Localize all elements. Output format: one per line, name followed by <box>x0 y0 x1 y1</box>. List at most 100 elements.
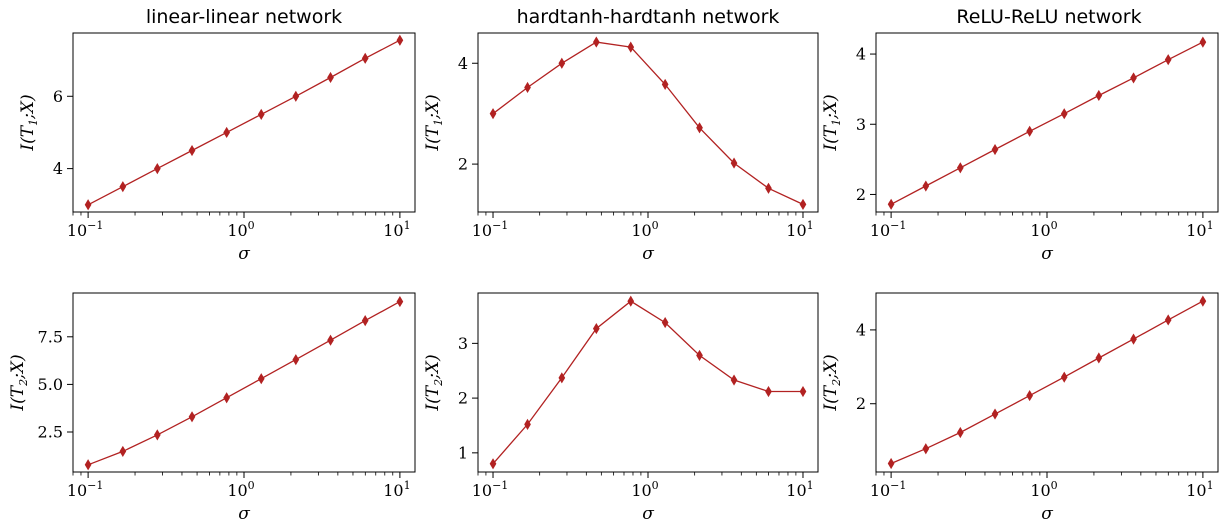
data-point <box>1026 125 1034 137</box>
x-tick-label: 10−1 <box>472 219 509 240</box>
svg-text:hardtanh-hardtanh network: hardtanh-hardtanh network <box>517 6 780 28</box>
data-point <box>991 408 999 420</box>
subplot-2: 10−1 100 101 σ 2 4 I(T1;X) <box>423 32 819 264</box>
data-point <box>396 34 404 46</box>
data-point <box>1130 72 1137 84</box>
data-point <box>84 459 92 471</box>
data-point <box>327 334 334 346</box>
series-line <box>890 300 1204 465</box>
x-tick-label: 101 <box>383 219 410 240</box>
data-point <box>1164 314 1172 326</box>
x-tick-label: 100 <box>227 219 254 240</box>
data-point <box>1095 89 1103 102</box>
y-axis-label: I(T1;X) <box>423 94 445 151</box>
series-line <box>890 41 1204 205</box>
axes-frame <box>477 292 819 473</box>
x-tick-label: 100 <box>631 219 658 240</box>
data-point <box>1060 371 1068 383</box>
x-tick-label: 100 <box>227 479 254 500</box>
data-point <box>292 90 300 102</box>
y-axis-label: I(T1;X) <box>821 94 843 151</box>
data-point <box>558 57 566 69</box>
data-point <box>991 143 999 156</box>
series-line <box>492 41 804 205</box>
y-tick-label: 4 <box>856 45 866 64</box>
data-point <box>361 315 369 327</box>
svg-text:ReLU-ReLU network: ReLU-ReLU network <box>956 6 1141 28</box>
x-tick-label: 10−1 <box>870 479 907 500</box>
data-point <box>1199 36 1207 48</box>
y-tick-label: 2 <box>856 185 866 204</box>
data-point <box>84 199 92 211</box>
data-point <box>592 322 600 335</box>
y-tick-label: 5.0 <box>38 375 63 394</box>
data-point <box>524 418 531 430</box>
y-tick-label: 1 <box>458 443 468 462</box>
data-point <box>1164 54 1172 66</box>
x-tick-label: 101 <box>383 479 410 500</box>
x-axis-label: σ <box>1041 504 1053 524</box>
subplot-5: 10−1 100 101 σ 1 2 3 I(T2;X) <box>423 292 819 524</box>
series-line <box>87 301 401 466</box>
subplots: 10−1 100 101 σ 4 6 I(T1;X) 10−1 100 101 σ 2 4 I(T1;X)… <box>8 32 1219 524</box>
panel-title-linear: linear-linear network <box>146 6 342 28</box>
x-axis-label: σ <box>642 244 654 264</box>
svg-text:linear-linear network: linear-linear network <box>146 6 342 28</box>
data-point <box>922 180 930 192</box>
y-tick-label: 4 <box>53 159 63 178</box>
subplot-3: 10−1 100 101 σ 2 3 4 I(T1;X) <box>821 32 1219 264</box>
panel-title-hardtanh: hardtanh-hardtanh network <box>517 6 780 28</box>
data-point <box>1060 108 1068 120</box>
data-point <box>292 354 300 366</box>
data-point <box>696 349 703 361</box>
data-point <box>799 385 807 398</box>
data-point <box>188 144 196 157</box>
x-tick-label: 100 <box>631 479 658 500</box>
x-tick-label: 100 <box>1030 219 1057 240</box>
data-point <box>327 71 334 84</box>
data-point <box>799 198 807 211</box>
data-point <box>887 457 895 470</box>
y-tick-label: 2 <box>458 389 468 408</box>
x-axis-label: σ <box>238 504 250 524</box>
data-point <box>661 78 669 91</box>
x-tick-label: 101 <box>786 479 813 500</box>
subplot-1: 10−1 100 101 σ 4 6 I(T1;X) <box>18 32 416 264</box>
data-point <box>922 443 930 455</box>
y-tick-label: 7.5 <box>38 327 63 346</box>
y-tick-label: 2 <box>458 155 468 174</box>
x-tick-label: 10−1 <box>67 479 104 500</box>
data-point <box>696 122 703 134</box>
data-point <box>730 157 738 169</box>
data-point <box>153 163 161 175</box>
x-tick-label: 10−1 <box>67 219 104 240</box>
data-point <box>765 385 772 398</box>
x-tick-label: 101 <box>1186 219 1213 240</box>
data-point <box>1026 390 1034 402</box>
data-point <box>627 41 635 53</box>
x-axis-label: σ <box>238 244 250 264</box>
data-point <box>361 52 369 64</box>
x-tick-label: 101 <box>1186 479 1213 500</box>
subplot-6: 10−1 100 101 σ 2 4 I(T2;X) <box>821 292 1219 524</box>
data-point <box>524 81 531 94</box>
x-tick-label: 101 <box>786 219 813 240</box>
data-point <box>627 295 635 307</box>
y-axis-label: I(T2;X) <box>423 354 445 411</box>
data-point <box>765 182 772 194</box>
x-axis-label: σ <box>642 504 654 524</box>
data-point <box>956 426 964 439</box>
data-point <box>153 429 161 441</box>
data-point <box>887 198 895 210</box>
panel-title-relu: ReLU-ReLU network <box>956 6 1141 28</box>
data-point <box>1199 295 1207 307</box>
data-point <box>956 162 964 174</box>
x-tick-label: 100 <box>1030 479 1057 500</box>
data-point <box>223 126 231 139</box>
y-tick-label: 2.5 <box>38 423 63 442</box>
data-point <box>257 373 265 385</box>
data-point <box>592 36 600 48</box>
data-point <box>257 108 265 120</box>
y-tick-label: 4 <box>856 320 866 339</box>
